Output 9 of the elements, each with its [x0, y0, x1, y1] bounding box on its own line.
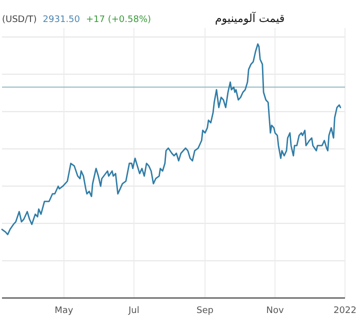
text: (USD/T)	[2, 15, 37, 25]
text: +17 (+0.58%)	[86, 15, 152, 25]
x-tick-label: Jul	[127, 306, 140, 316]
chart-title: قیمت آلومینیوم	[215, 11, 285, 25]
x-tick-label: Nov	[266, 306, 284, 316]
x-tick-label: 2022	[334, 306, 356, 316]
x-tick-label: Sep	[196, 306, 214, 316]
x-tick-label: May	[54, 306, 74, 316]
text: 2931.50	[42, 15, 80, 25]
